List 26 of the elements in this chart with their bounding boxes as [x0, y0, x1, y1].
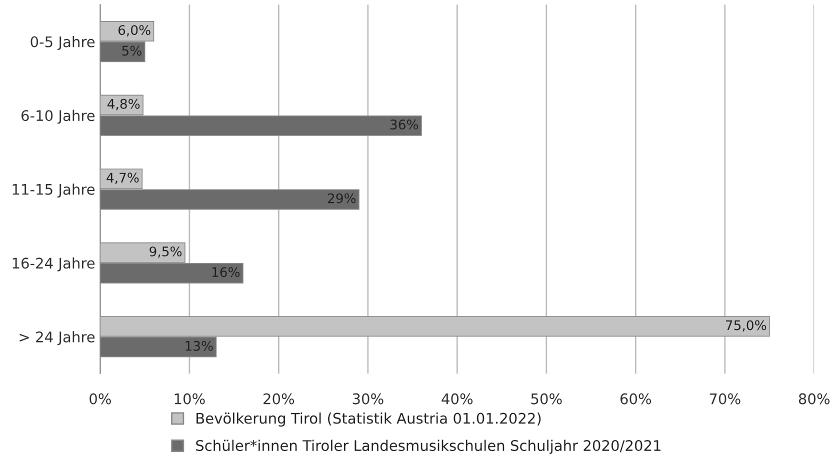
data-label: 16% — [212, 267, 240, 278]
data-label: 36% — [390, 120, 418, 130]
x-tick-label: 50% — [531, 393, 562, 404]
y-tick-label: > 24 Jahre — [20, 331, 95, 346]
y-tick-label: 11-15 Jahre — [12, 184, 95, 198]
y-tick-label: 16-24 Jahre — [12, 257, 95, 272]
data-label: 9,5% — [150, 246, 182, 258]
x-tick-label: 20% — [264, 393, 294, 404]
x-tick-label: 70% — [710, 393, 740, 404]
legend-label: Bevölkerung Tirol (Statistik Austria 01.01.2022) — [196, 412, 541, 427]
legend-label: Schüler*innen Tiroler Landesmusikschulen Schuljahr 2020/2021 — [196, 440, 660, 454]
data-label: 6,0% — [118, 25, 150, 36]
x-tick-label: 40% — [442, 393, 473, 404]
data-label: 13% — [186, 340, 213, 351]
data-label: 5% — [122, 46, 142, 56]
x-tick-label: 80% — [798, 393, 830, 404]
x-tick-label: 60% — [620, 393, 652, 404]
y-tick-label: 0-5 Jahre — [30, 36, 95, 50]
x-tick-label: 0% — [90, 393, 111, 404]
x-tick-label: 10% — [174, 393, 205, 404]
x-tick-label: 30% — [352, 393, 384, 404]
data-label: 4,7% — [106, 172, 139, 184]
data-label: 29% — [328, 193, 356, 204]
data-label: 4,8% — [107, 98, 140, 110]
data-label: 75,0% — [726, 320, 766, 332]
y-tick-label: 6-10 Jahre — [22, 110, 95, 124]
